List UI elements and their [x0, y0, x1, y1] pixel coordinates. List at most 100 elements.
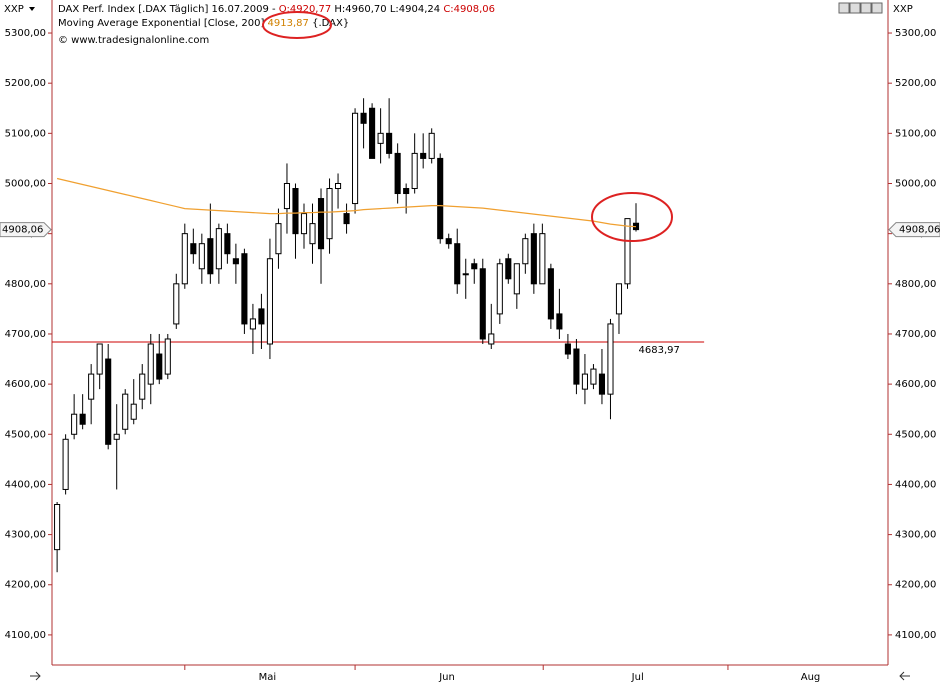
y-tick-label: 4500,00	[5, 429, 46, 440]
candle-body	[411, 152, 418, 190]
button[interactable]	[860, 2, 872, 14]
candle-body	[190, 243, 197, 255]
y-tick-label: 5100,00	[5, 128, 46, 139]
candle-body	[394, 152, 401, 195]
instrument: DAX Perf. Index [.DAX Täglich] 16.07.200…	[58, 4, 276, 15]
price-tag	[0, 222, 52, 238]
open-label: O:4920,77	[279, 4, 331, 15]
candle-body	[505, 258, 512, 280]
candle-body	[283, 182, 291, 210]
candle-body	[564, 343, 571, 355]
candle-body	[173, 283, 180, 325]
ema-line	[56, 177, 637, 228]
menu-left[interactable]: XXP	[4, 4, 24, 15]
candle-body	[598, 373, 606, 395]
candle-body	[590, 368, 597, 385]
candle-body	[62, 438, 69, 490]
candle-body	[266, 258, 273, 345]
candle-body	[581, 373, 588, 390]
y-tick-label: 4700,00	[895, 329, 936, 340]
candle-body	[258, 308, 265, 325]
window-buttons	[838, 2, 883, 14]
menu-right[interactable]: XXP	[893, 4, 913, 15]
y-tick-label: 4100,00	[895, 630, 936, 641]
y-tick-label: 5200,00	[5, 78, 46, 89]
y-tick-label: 5300,00	[895, 28, 936, 39]
candle-body	[513, 263, 520, 295]
low-label: L:4904,24	[390, 4, 440, 15]
corner-mark	[30, 671, 41, 681]
annotation-circle	[591, 192, 673, 242]
candle-body	[445, 238, 452, 245]
indicator-line: Moving Average Exponential [Close, 200] …	[58, 18, 349, 29]
candle-body	[207, 238, 214, 275]
y-tick-label: 4700,00	[5, 329, 46, 340]
candle-body	[454, 243, 461, 285]
x-tick-label: Jul	[631, 672, 644, 683]
button[interactable]	[838, 2, 850, 14]
y-tick-label: 5100,00	[895, 128, 936, 139]
y-tick-label: 5300,00	[5, 28, 46, 39]
y-tick-label: 4200,00	[5, 580, 46, 591]
candle-body	[317, 198, 325, 250]
candle-body	[309, 223, 316, 245]
y-tick-label: 4600,00	[5, 379, 46, 390]
y-tick-label: 4500,00	[895, 429, 936, 440]
candle-body	[139, 373, 146, 400]
candle-body	[164, 338, 171, 375]
candle-body	[198, 243, 205, 270]
candle-body	[292, 188, 299, 235]
candle-body	[530, 233, 537, 285]
corner-mark	[899, 671, 910, 681]
candle-body	[377, 132, 384, 144]
y-tick-label: 4400,00	[895, 479, 936, 490]
support-label: 4683,97	[639, 345, 680, 356]
candle-body	[607, 323, 614, 395]
candle-body	[522, 238, 529, 265]
price-tag-label: 4908,06	[2, 225, 43, 236]
candle-body	[241, 253, 248, 325]
x-tick-label: Mai	[259, 672, 277, 683]
button[interactable]	[849, 2, 861, 14]
y-tick-label: 4200,00	[895, 580, 936, 591]
candle-body	[615, 283, 623, 315]
candle-body	[386, 132, 393, 154]
candle-body	[352, 112, 359, 205]
button[interactable]	[871, 2, 883, 14]
candle-body	[88, 373, 95, 400]
candle-body	[343, 213, 350, 225]
candle-body	[360, 112, 367, 124]
y-tick-label: 4300,00	[895, 530, 936, 541]
candle-body	[437, 157, 444, 240]
candle-body	[232, 258, 239, 265]
candle-body	[420, 152, 427, 159]
y-tick-label: 4300,00	[5, 530, 46, 541]
candle-body	[156, 353, 163, 380]
candle-body	[130, 403, 137, 420]
price-tag	[888, 222, 940, 238]
y-tick-label: 4100,00	[5, 630, 46, 641]
close-label: C:4908,06	[443, 4, 495, 15]
y-tick-label: 5200,00	[895, 78, 936, 89]
candle-body	[471, 263, 478, 270]
candle-body	[573, 348, 580, 385]
annotation-circle	[262, 11, 332, 39]
price-tag-label: 4908,06	[899, 225, 940, 236]
candle-body	[275, 223, 282, 255]
candle-body	[113, 433, 120, 440]
candle-body	[181, 233, 188, 285]
candle-body	[462, 273, 469, 276]
header-line: DAX Perf. Index [.DAX Täglich] 16.07.200…	[58, 4, 495, 15]
candle-body	[147, 343, 154, 385]
candle-body	[496, 263, 503, 315]
candle-body	[249, 318, 256, 330]
candle-body	[96, 343, 103, 375]
copyright: © www.tradesignalonline.com	[58, 35, 209, 46]
indicator-name: Moving Average Exponential [Close, 200]	[58, 18, 264, 29]
indicator-value: 4913,87	[268, 18, 309, 29]
x-tick-label: Aug	[801, 672, 821, 683]
menu-arrow[interactable]	[29, 7, 35, 11]
candle-body	[547, 268, 554, 320]
candle-body	[224, 233, 231, 255]
y-tick-label: 4400,00	[5, 479, 46, 490]
